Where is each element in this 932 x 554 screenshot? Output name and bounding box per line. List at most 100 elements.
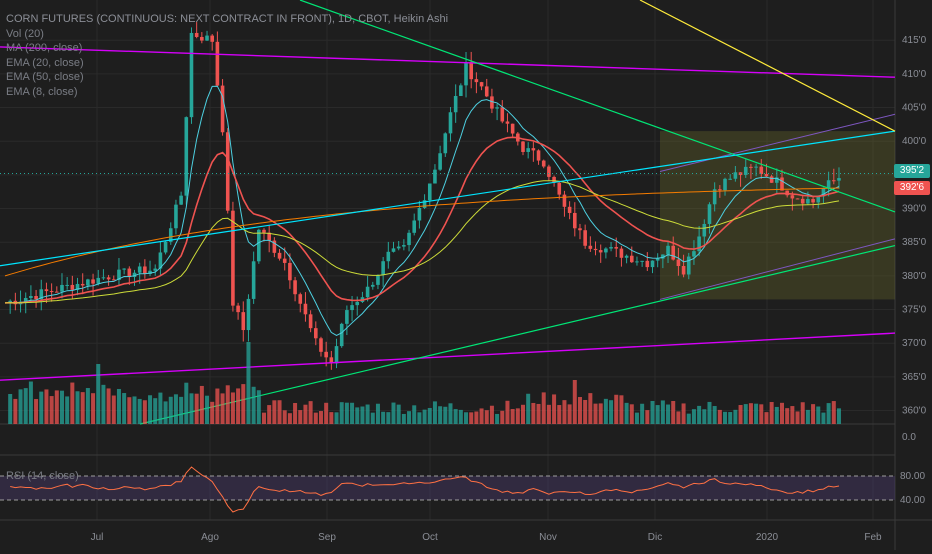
candle-body <box>826 180 831 188</box>
volume-bar <box>34 399 39 424</box>
volume-bar <box>153 398 158 424</box>
volume-bar <box>785 408 790 424</box>
volume-bar <box>562 400 567 424</box>
candle-body <box>712 189 717 205</box>
volume-bar <box>422 409 427 424</box>
candle-body <box>127 268 132 277</box>
candle-body <box>355 301 360 306</box>
candle-body <box>666 245 670 255</box>
volume-bar <box>54 390 59 424</box>
volume-bar <box>44 389 49 424</box>
volume-bar <box>629 404 634 424</box>
volume-bar <box>572 380 577 424</box>
candle-body <box>686 256 691 275</box>
candle-body <box>29 295 33 299</box>
volume-bar <box>624 402 629 424</box>
volume-bar <box>650 400 655 424</box>
volume-bar <box>795 411 800 424</box>
candle-body <box>464 62 468 86</box>
candle-body <box>412 220 417 233</box>
volume-bar <box>168 396 173 424</box>
candle-body <box>821 187 826 197</box>
volume-bar <box>375 403 380 424</box>
volume-bar <box>194 393 199 424</box>
volume-bar <box>521 404 525 424</box>
candle-body <box>231 210 235 306</box>
candle-body <box>376 274 380 285</box>
candle-body <box>795 198 800 200</box>
volume-bar <box>106 388 111 424</box>
candle-body <box>101 277 106 279</box>
green-support-line <box>139 244 896 425</box>
candle-body <box>604 248 608 253</box>
candle-body <box>334 346 339 364</box>
candle-body <box>614 247 619 249</box>
volume-bar <box>277 400 282 424</box>
volume-bar <box>702 409 707 424</box>
volume-bar <box>220 393 225 424</box>
candle-body <box>448 112 453 134</box>
candle-body <box>60 284 64 292</box>
candle-body <box>55 291 59 293</box>
candle-body <box>122 268 126 270</box>
candle-body <box>308 314 313 329</box>
volume-bar <box>116 388 121 424</box>
volume-bar <box>293 402 298 424</box>
volume-bar <box>287 413 292 424</box>
candle-body <box>650 260 655 268</box>
volume-bar <box>365 404 370 424</box>
volume-bar <box>691 409 696 424</box>
volume-bar <box>505 400 510 424</box>
volume-bar <box>298 410 303 424</box>
volume-bar <box>173 394 178 424</box>
volume-bar <box>142 400 147 424</box>
volume-bar <box>717 409 722 424</box>
volume-bar <box>769 402 774 424</box>
candle-body <box>184 117 189 196</box>
x-tick-label: Nov <box>539 532 557 543</box>
volume-bar <box>236 388 241 424</box>
candle-body <box>816 196 821 203</box>
candle-body <box>427 183 432 201</box>
candle-body <box>552 176 556 183</box>
candle-body <box>536 150 541 161</box>
candle-body <box>759 166 764 175</box>
volume-bar <box>18 389 23 424</box>
candle-body <box>490 96 494 109</box>
candle-body <box>526 148 530 152</box>
candle-body <box>106 277 111 280</box>
candle-body <box>163 241 168 253</box>
candle-body <box>484 86 489 97</box>
volume-bar <box>59 390 64 424</box>
candle-body <box>350 305 354 311</box>
volume-bar <box>831 401 836 424</box>
candle-body <box>593 248 598 251</box>
volume-bar <box>484 410 489 424</box>
candle-body <box>547 166 551 177</box>
candle-body <box>655 258 660 261</box>
volume-bar <box>510 409 515 424</box>
candle-body <box>479 82 484 87</box>
volume-bar <box>748 403 753 424</box>
candle-body <box>179 195 183 205</box>
volume-bar <box>370 412 375 424</box>
candle-body <box>697 236 701 252</box>
volume-bar <box>339 402 344 424</box>
volume-bar <box>723 411 728 424</box>
candle-body <box>495 107 499 109</box>
candle-body <box>806 199 810 204</box>
candle-body <box>200 36 204 41</box>
volume-bar <box>495 413 500 424</box>
volume-bar <box>489 405 494 424</box>
volume-bar <box>251 386 256 424</box>
candle-body <box>210 35 214 42</box>
candle-body <box>96 277 101 284</box>
volume-bar <box>49 396 54 424</box>
volume-bar <box>552 394 557 424</box>
candle-body <box>640 260 644 262</box>
candle-body <box>324 351 328 358</box>
volume-bar <box>826 403 831 424</box>
channel-lower-line <box>659 238 896 300</box>
